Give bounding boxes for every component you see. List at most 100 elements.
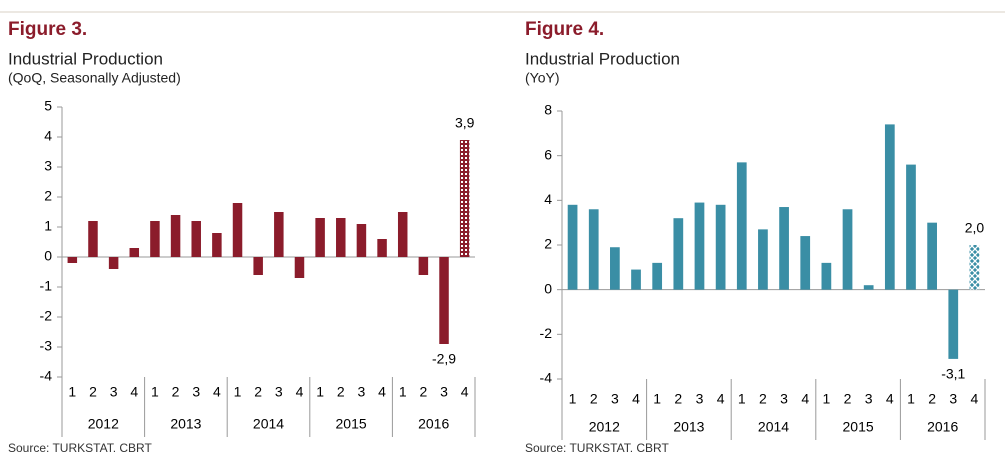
bar	[336, 218, 346, 257]
bar	[274, 212, 284, 257]
y-tick-label: 1	[44, 218, 52, 234]
y-tick-label: 4	[44, 128, 52, 144]
bar	[232, 203, 243, 257]
x-tick-label: 4	[632, 391, 640, 407]
bar	[294, 257, 305, 278]
note: (YoY)	[525, 70, 560, 86]
data-label: -3,1	[941, 366, 965, 382]
year-label: 2013	[170, 416, 201, 432]
x-tick-label: 3	[865, 391, 873, 407]
x-tick-label: 4	[971, 391, 979, 407]
figure-title: Figure 4.	[525, 19, 604, 40]
x-tick-label: 3	[358, 384, 366, 400]
bar	[715, 204, 726, 290]
y-tick-label: 8	[544, 102, 552, 118]
year-label: 2013	[673, 419, 704, 435]
source: Source: TURKSTAT, CBRT	[8, 441, 152, 452]
y-tick-label: 0	[44, 248, 52, 264]
y-tick-label: -4	[540, 370, 553, 386]
x-tick-label: 3	[110, 384, 118, 400]
x-tick-label: 2	[674, 391, 682, 407]
data-label: -2,9	[432, 351, 456, 367]
x-tick-label: 4	[801, 391, 809, 407]
year-label: 2016	[927, 419, 958, 435]
bar	[610, 247, 620, 290]
x-tick-label: 3	[275, 384, 283, 400]
x-tick-label: 1	[234, 384, 242, 400]
note: (QoQ, Seasonally Adjusted)	[8, 70, 181, 86]
x-tick-label: 3	[696, 391, 704, 407]
bar	[253, 257, 263, 275]
y-tick-label: 4	[544, 191, 552, 207]
year-label: 2012	[88, 416, 119, 432]
x-tick-label: 3	[192, 384, 200, 400]
x-tick-label: 1	[399, 384, 407, 400]
bar	[397, 212, 408, 257]
bar	[170, 215, 181, 257]
bar	[567, 204, 578, 290]
x-tick-label: 3	[440, 384, 448, 400]
x-tick-label: 1	[68, 384, 76, 400]
year-label: 2015	[336, 416, 367, 432]
x-tick-label: 2	[337, 384, 345, 400]
bar	[129, 248, 140, 257]
data-label: 3,9	[455, 115, 475, 131]
x-tick-label: 2	[590, 391, 598, 407]
bar	[631, 269, 641, 290]
x-tick-label: 2	[419, 384, 427, 400]
bar	[67, 257, 78, 263]
x-tick-label: 1	[822, 391, 830, 407]
bar	[758, 229, 768, 290]
x-tick-label: 2	[928, 391, 936, 407]
bar	[459, 140, 470, 257]
x-tick-label: 4	[886, 391, 894, 407]
bar	[88, 221, 98, 257]
bar	[969, 245, 980, 290]
y-tick-label: 0	[544, 280, 552, 296]
y-tick-label: -4	[40, 368, 53, 384]
bar	[906, 164, 916, 290]
x-tick-label: 4	[717, 391, 725, 407]
x-tick-label: 2	[254, 384, 262, 400]
bar	[588, 209, 599, 290]
year-label: 2012	[589, 419, 620, 435]
bar	[948, 289, 959, 359]
bar	[108, 257, 119, 269]
x-tick-label: 1	[569, 391, 577, 407]
bar	[652, 262, 663, 290]
bar	[736, 162, 747, 290]
y-tick-label: -3	[40, 338, 53, 354]
y-tick-label: -2	[40, 308, 53, 324]
year-label: 2015	[843, 419, 874, 435]
x-tick-label: 4	[296, 384, 304, 400]
bar	[842, 209, 853, 290]
x-tick-label: 2	[844, 391, 852, 407]
x-tick-label: 1	[316, 384, 324, 400]
x-tick-label: 4	[130, 384, 138, 400]
x-tick-label: 2	[89, 384, 97, 400]
y-tick-label: 5	[44, 98, 52, 114]
y-tick-label: 6	[544, 146, 552, 162]
figure-title: Figure 3.	[8, 19, 87, 40]
year-label: 2014	[758, 419, 789, 435]
x-tick-label: 3	[949, 391, 957, 407]
y-tick-label: -1	[40, 278, 53, 294]
x-tick-label: 1	[738, 391, 746, 407]
bar	[884, 124, 895, 290]
x-tick-label: 1	[653, 391, 661, 407]
bar	[673, 218, 684, 290]
bar	[418, 257, 429, 275]
y-tick-label: 2	[44, 188, 52, 204]
bar	[863, 285, 874, 290]
x-tick-label: 4	[461, 384, 469, 400]
bar	[212, 233, 222, 257]
x-tick-label: 1	[151, 384, 159, 400]
bar	[315, 218, 325, 257]
x-tick-label: 4	[213, 384, 221, 400]
bar	[439, 257, 449, 344]
bar	[356, 224, 367, 257]
data-label: 2,0	[965, 220, 985, 236]
bar	[377, 239, 387, 257]
y-tick-label: 3	[44, 158, 52, 174]
